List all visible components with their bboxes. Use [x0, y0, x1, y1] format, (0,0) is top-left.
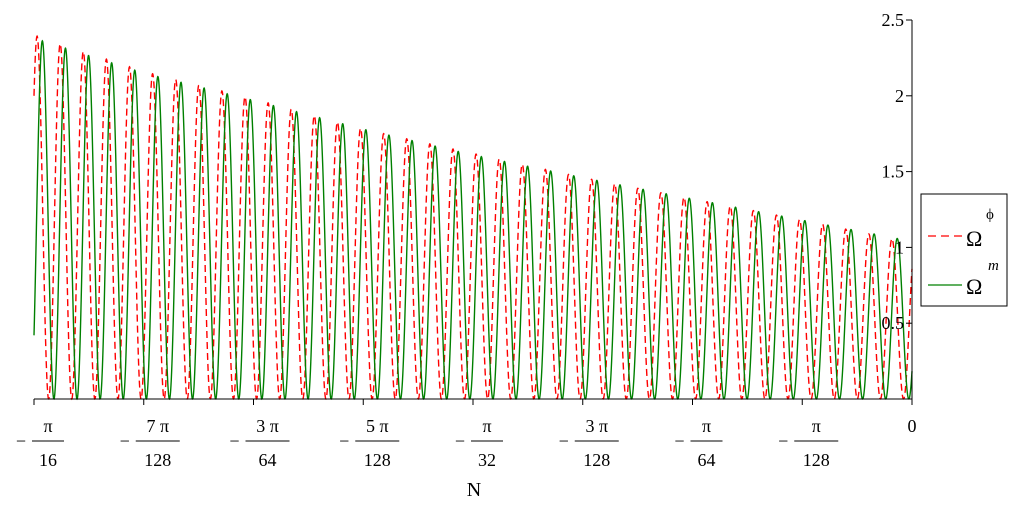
x-tick-numerator: π [812, 416, 821, 436]
x-tick-label: −π 32 [455, 416, 503, 470]
x-tick-sign: − [559, 431, 569, 451]
x-tick-label: 0 [908, 416, 917, 436]
legend-label-m: Ω [966, 274, 982, 299]
x-tick-label: −π 16 [16, 416, 64, 470]
y-tick-label: 1 [895, 237, 904, 257]
x-tick-sign: − [229, 431, 239, 451]
x-tick-numerator: 5 π [366, 416, 389, 436]
x-tick-sign: − [778, 431, 788, 451]
x-tick-label: −π 64 [674, 416, 723, 470]
x-tick-label: − π 128 [778, 416, 839, 470]
x-tick-numerator: 7 π [146, 416, 169, 436]
series-line-omega-m [33, 39, 913, 401]
x-axis-title: N [467, 479, 481, 501]
x-tick-sign: − [120, 431, 130, 451]
x-tick-denominator: 128 [583, 450, 610, 470]
x-tick-numerator: 3 π [585, 416, 608, 436]
y-tick-layer: 0.5 1 1.5 2 2.5 [882, 10, 912, 333]
x-tick-label: −3 π 128 [559, 416, 619, 470]
x-tick-denominator: 128 [803, 450, 830, 470]
legend-label-phi: Ω [966, 226, 982, 251]
x-tick-numerator: 3 π [256, 416, 279, 436]
x-tick-sign: − [16, 431, 26, 451]
x-tick-denominator: 128 [144, 450, 171, 470]
y-tick-label: 2.5 [882, 10, 905, 30]
legend-box [920, 193, 1008, 307]
x-tick-numerator: π [43, 416, 52, 436]
x-tick-label: −7 π 128 [120, 416, 180, 470]
x-tick-sign: − [455, 431, 465, 451]
series-layer [33, 34, 913, 401]
x-tick-denominator: 128 [364, 450, 391, 470]
x-tick-label: −3 π 64 [229, 416, 290, 470]
y-tick-label: 0.5 [882, 313, 905, 333]
x-tick-numerator: π [702, 416, 711, 436]
x-tick-sign: − [674, 431, 684, 451]
legend-sup-phi: ϕ [986, 207, 994, 223]
x-tick-denominator: 32 [478, 450, 496, 470]
y-tick-label: 2 [895, 86, 904, 106]
legend-sup-m: m [988, 258, 999, 274]
legend: Ω ϕ Ω m [920, 193, 1008, 307]
x-tick-denominator: 64 [698, 450, 716, 470]
x-tick-sign: − [339, 431, 349, 451]
series-line-omega-phi [33, 34, 913, 401]
x-tick-denominator: 64 [259, 450, 277, 470]
y-tick-label: 1.5 [882, 162, 905, 182]
x-tick-denominator: 16 [39, 450, 57, 470]
x-tick-numerator: π [482, 416, 491, 436]
x-tick-label: −5 π 128 [339, 416, 400, 470]
